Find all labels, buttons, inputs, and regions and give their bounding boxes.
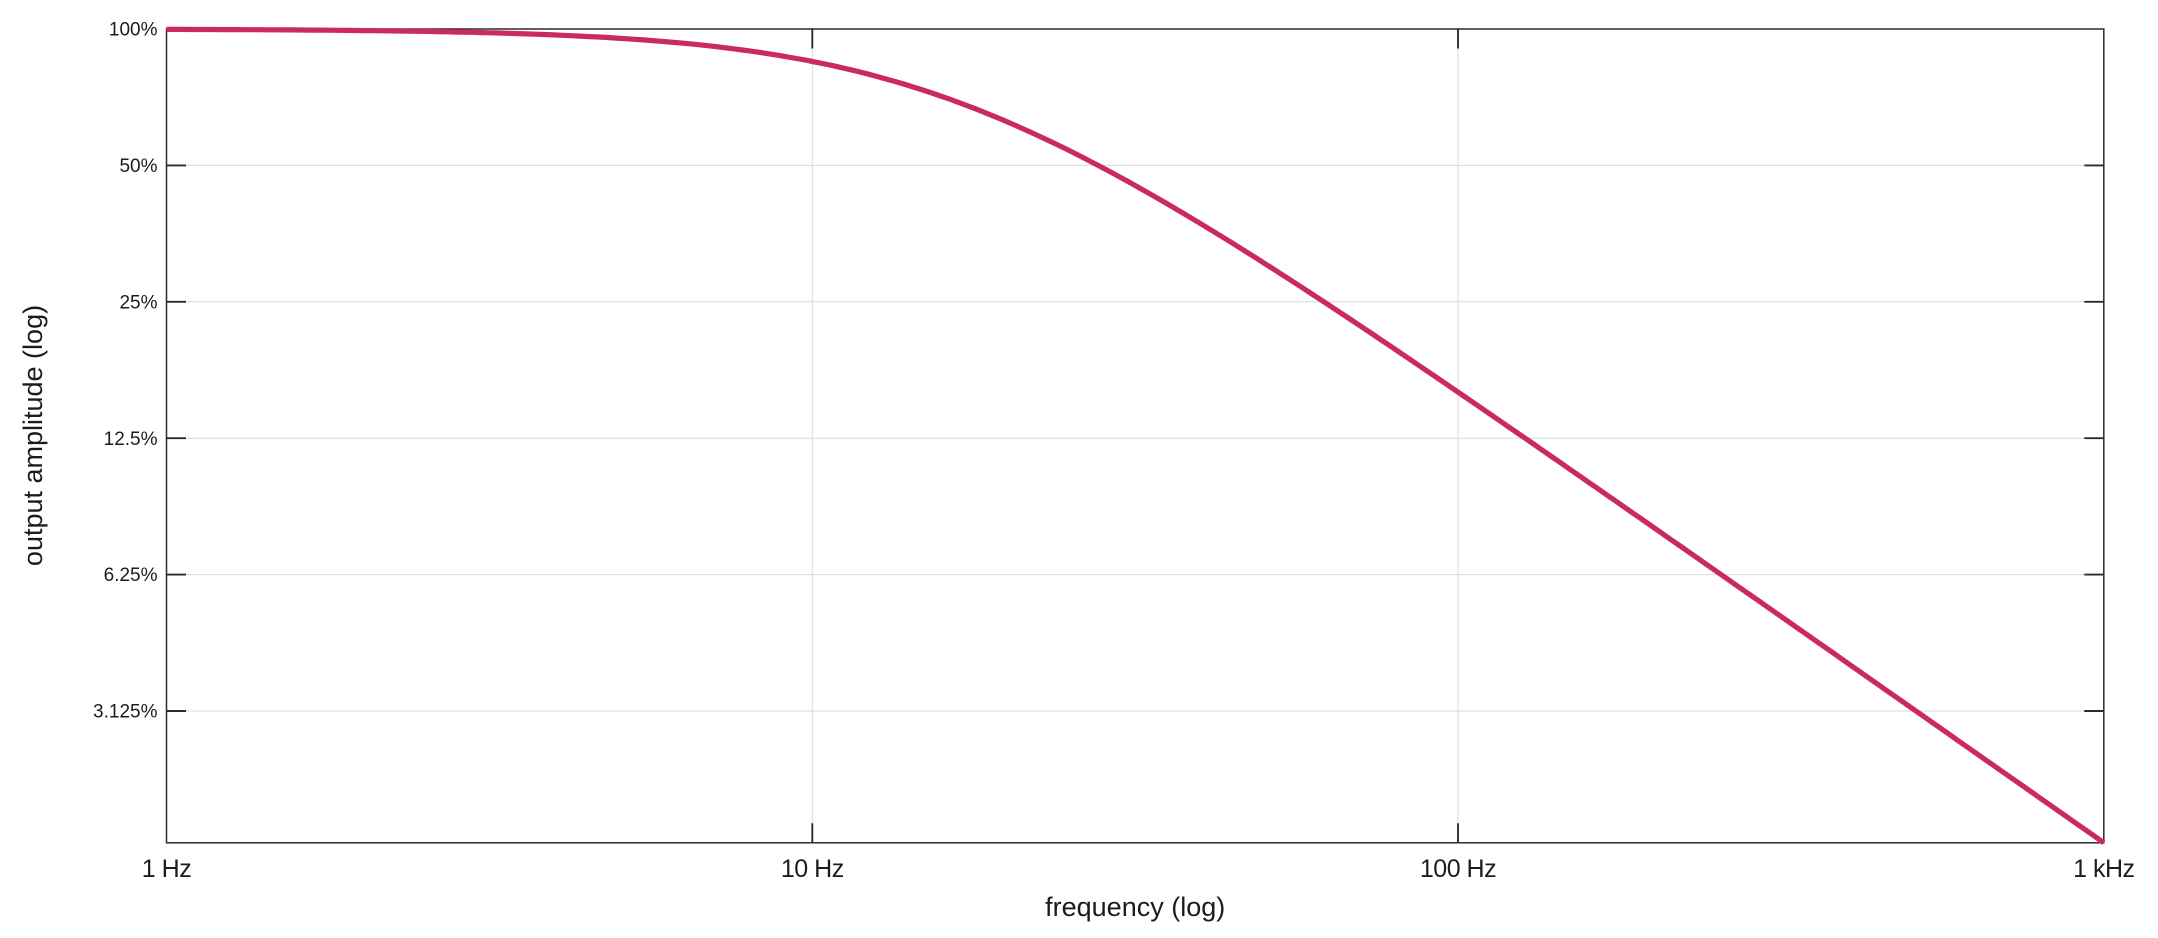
svg-text:100 Hz: 100 Hz [1420,855,1496,883]
svg-text:output amplitude (log): output amplitude (log) [18,305,48,566]
svg-text:50%: 50% [119,156,157,177]
svg-text:12.5%: 12.5% [104,429,158,450]
svg-text:6.25%: 6.25% [104,565,158,586]
svg-text:25%: 25% [119,292,157,313]
svg-text:3.125%: 3.125% [93,702,158,723]
svg-text:1 Hz: 1 Hz [142,855,191,883]
svg-text:frequency (log): frequency (log) [1045,892,1225,922]
svg-text:100%: 100% [109,20,158,41]
svg-text:1 kHz: 1 kHz [2073,855,2134,883]
svg-text:10 Hz: 10 Hz [781,855,844,883]
